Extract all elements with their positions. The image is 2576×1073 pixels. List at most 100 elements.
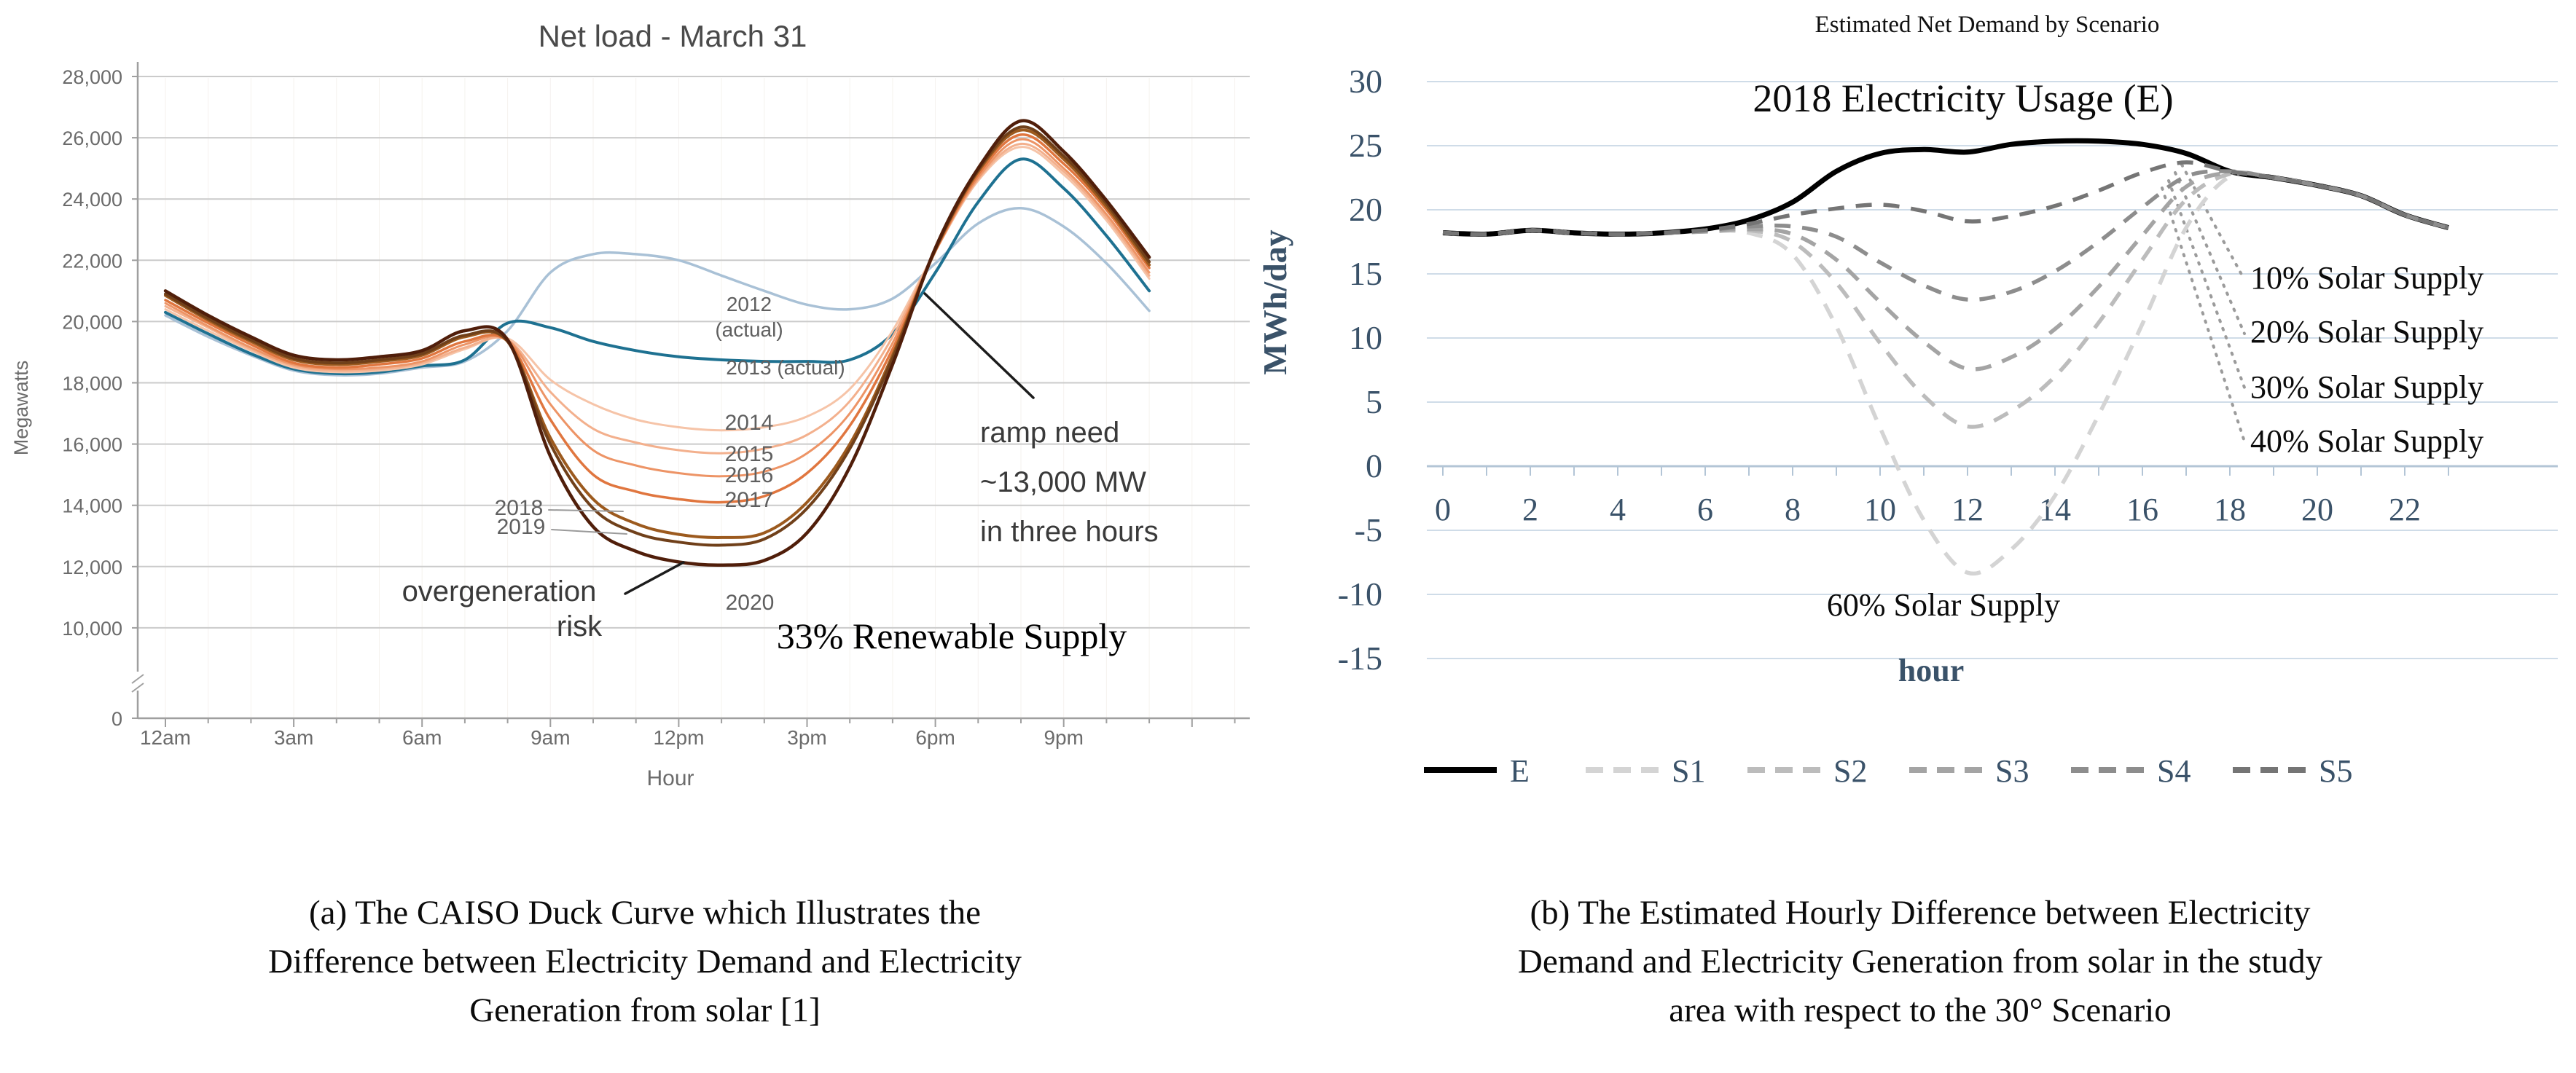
x-tick-label: 16	[2126, 492, 2158, 527]
caption-b-line3: area with respect to the 30° Scenario	[1669, 991, 2172, 1029]
y-tick-label: -10	[1338, 575, 1382, 613]
leader-2019	[551, 529, 627, 535]
x-tick-label: 8	[1785, 492, 1801, 527]
x-tick-label: 6am	[402, 726, 442, 749]
legend-label-S4: S4	[2157, 753, 2191, 789]
x-tick-label: 9am	[531, 726, 570, 749]
caption-b-line2: Demand and Electricity Generation from s…	[1517, 943, 2323, 980]
x-tick-label: 18	[2214, 492, 2246, 527]
axis-break-mark	[131, 683, 144, 693]
x-tick-label: 3pm	[787, 726, 826, 749]
annotation: 40% Solar Supply	[2250, 423, 2483, 459]
y-tick-label: 5	[1366, 383, 1382, 420]
y-tick-label: 0	[111, 708, 122, 730]
annotation: 2018 Electricity Usage (E)	[1753, 76, 2173, 120]
annotation: 2014	[725, 411, 774, 435]
annotation: in three hours	[980, 516, 1159, 548]
x-tick-label: 12pm	[653, 726, 704, 749]
annotation: (actual)	[715, 318, 783, 341]
annotation: 30% Solar Supply	[2250, 369, 2483, 405]
x-tick-label: 9pm	[1044, 726, 1083, 749]
legend-label-S3: S3	[1995, 753, 2029, 789]
caption-b: (b) The Estimated Hourly Difference betw…	[1308, 889, 2532, 1035]
annotation: 2020	[726, 591, 775, 615]
x-tick-label: 4	[1610, 492, 1626, 527]
y-tick-label: 10,000	[62, 618, 122, 640]
annotation: 60% Solar Supply	[1827, 587, 2060, 623]
caption-a-line3: Generation from solar [1]	[469, 991, 821, 1029]
x-tick-label: 10	[1864, 492, 1896, 527]
x-tick-label: 6pm	[915, 726, 955, 749]
y-tick-label: 26,000	[62, 127, 122, 149]
caption-a: (a) The CAISO Duck Curve which Illustrat…	[26, 889, 1264, 1035]
leader-20pct	[2174, 171, 2246, 335]
series-2015	[164, 142, 1151, 455]
legend-label-S2: S2	[1833, 753, 1867, 789]
annotation: ramp need	[980, 417, 1119, 449]
y-tick-label: 0	[1366, 447, 1382, 484]
y-tick-label: -5	[1355, 511, 1382, 549]
annotation: ~13,000 MW	[980, 466, 1146, 498]
annotation: 2019	[497, 515, 546, 539]
x-tick-label: 20	[2301, 492, 2333, 527]
chart-title: Estimated Net Demand by Scenario	[1815, 12, 2160, 38]
series-E	[1442, 138, 2449, 237]
annotation: 10% Solar Supply	[2250, 260, 2483, 296]
y-axis-title: Megawatts	[10, 361, 32, 456]
annotation: 20% Solar Supply	[2250, 314, 2483, 350]
x-axis-title: hour	[1898, 653, 1964, 688]
y-tick-label: 30	[1349, 63, 1382, 100]
series-2013-actual-	[164, 157, 1151, 376]
leader-40pct	[2161, 186, 2246, 443]
x-tick-label: 3am	[274, 726, 313, 749]
series-2017	[164, 133, 1151, 504]
x-axis-title: Hour	[646, 766, 694, 790]
chart-title: Net load - March 31	[539, 19, 807, 53]
annotation: 2015	[725, 442, 774, 466]
annotation: 2017	[725, 488, 774, 512]
leader-2018	[548, 509, 624, 512]
y-tick-label: 15	[1349, 255, 1382, 292]
y-tick-label: 25	[1349, 127, 1382, 164]
annotation: 2012	[727, 293, 772, 315]
x-tick-label: 6	[1697, 492, 1713, 527]
x-tick-label: 12	[1951, 492, 1984, 527]
series-2016	[164, 138, 1151, 478]
series-2012-actual-	[164, 207, 1151, 377]
arrow-ramp-need	[923, 292, 1035, 399]
annotation: risk	[557, 610, 603, 642]
y-tick-label: 14,000	[62, 495, 122, 517]
x-tick-label: 12am	[140, 726, 191, 749]
y-tick-label: 18,000	[62, 373, 122, 395]
leader-30pct	[2167, 179, 2246, 389]
series-2020	[163, 119, 1151, 567]
legend-label-S5: S5	[2319, 753, 2352, 789]
series-S5	[1442, 160, 2449, 237]
duck-curve-chart: 28,000 26,000 24,000 22,000 20,000 18,000 16,0…	[10, 19, 1250, 790]
x-tick-label: 2	[1522, 492, 1538, 527]
series-2014	[164, 146, 1151, 432]
y-tick-label: -15	[1338, 640, 1382, 677]
annotation: 2018	[495, 496, 544, 520]
annotation: 2016	[725, 463, 774, 487]
annotation: 33% Renewable Supply	[777, 616, 1127, 656]
x-tick-label: 22	[2389, 492, 2421, 527]
legend-label-S1: S1	[1672, 753, 1705, 789]
y-tick-label: 22,000	[62, 250, 122, 272]
annotation: overgeneration	[402, 575, 597, 608]
caption-b-line1: (b) The Estimated Hourly Difference betw…	[1530, 894, 2311, 932]
y-tick-label: 10	[1349, 319, 1382, 356]
annotation: 2013 (actual)	[726, 356, 845, 379]
y-tick-label: 20,000	[62, 311, 122, 333]
y-tick-label: 16,000	[62, 434, 122, 456]
y-axis-title: MWh/day	[1256, 229, 1293, 374]
arrow-overgeneration	[624, 561, 685, 595]
legend-label-E: E	[1510, 753, 1530, 789]
axis-break-mark	[131, 674, 144, 684]
y-tick-label: 28,000	[62, 66, 122, 88]
y-tick-label: 20	[1349, 191, 1382, 228]
y-tick-label: 24,000	[62, 189, 122, 211]
caption-a-line2: Difference between Electricity Demand an…	[268, 943, 1022, 980]
